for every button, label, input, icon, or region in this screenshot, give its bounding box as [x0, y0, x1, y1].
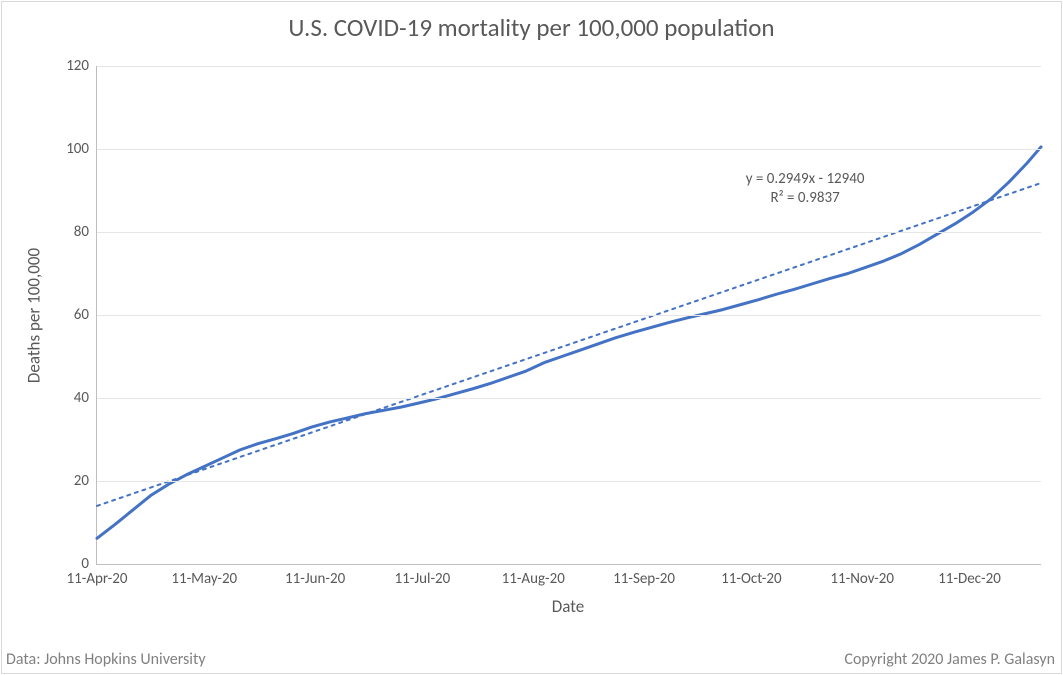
footer-copyright: Copyright 2020 James P. Galasyn	[844, 650, 1055, 669]
x-tick-label: 11-Dec-20	[938, 564, 1001, 588]
chart-title: U.S. COVID-19 mortality per 100,000 popu…	[0, 12, 1063, 43]
x-tick-label: 11-May-20	[171, 564, 237, 588]
x-tick-label: 11-Nov-20	[830, 564, 894, 588]
gridline	[97, 481, 1041, 482]
gridline	[97, 315, 1041, 316]
x-tick-label: 11-Sep-20	[613, 564, 675, 588]
x-tick-label: 11-Oct-20	[721, 564, 781, 588]
x-tick-label: 11-Apr-20	[67, 564, 128, 588]
y-tick-label: 20	[74, 472, 97, 490]
gridline	[97, 66, 1041, 67]
gridline	[97, 232, 1041, 233]
chart-container: U.S. COVID-19 mortality per 100,000 popu…	[0, 0, 1063, 675]
y-tick-label: 100	[66, 140, 97, 158]
trendline-r2: R² = 0.9837	[705, 189, 905, 209]
footer-data-source: Data: Johns Hopkins University	[6, 650, 206, 669]
y-tick-label: 40	[74, 389, 97, 407]
gridline	[97, 149, 1041, 150]
trendline-annotation: y = 0.2949x - 12940 R² = 0.9837	[705, 170, 905, 209]
x-tick-label: 11-Jun-20	[285, 564, 345, 588]
x-tick-label: 11-Jul-20	[395, 564, 451, 588]
trendline-equation: y = 0.2949x - 12940	[705, 170, 905, 190]
y-tick-label: 60	[74, 306, 97, 324]
x-axis-title: Date	[96, 596, 1040, 617]
gridline	[97, 398, 1041, 399]
plot-area: 02040608010012011-Apr-2011-May-2011-Jun-…	[96, 66, 1041, 565]
x-tick-label: 11-Aug-20	[502, 564, 565, 588]
y-tick-label: 120	[66, 57, 97, 75]
y-tick-label: 80	[74, 223, 97, 241]
y-axis-title: Deaths per 100,000	[24, 226, 45, 406]
